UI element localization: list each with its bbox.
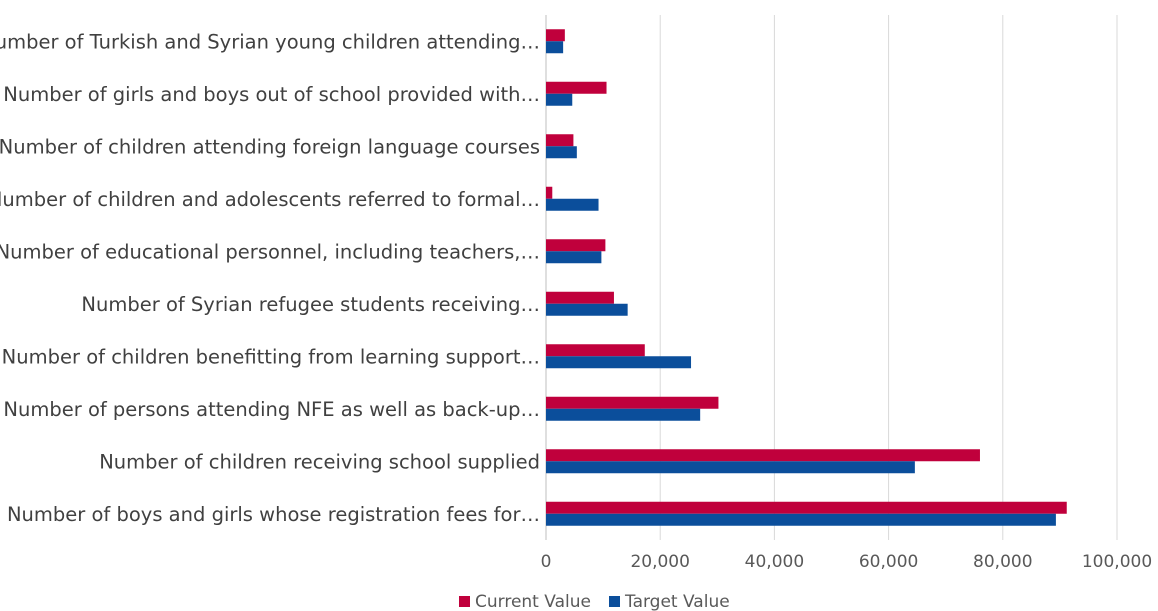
target-value-bar [546,356,691,368]
current-value-bar [546,502,1067,514]
category-label: Number of boys and girls whose registrat… [7,503,540,526]
category-label: Number of Syrian refugee students receiv… [81,293,540,316]
legend: Current Value Target Value [459,592,730,611]
current-value-bar [546,187,552,199]
category-label: Number of educational personnel, includi… [0,240,540,263]
category-label: Number of children receiving school supp… [99,450,540,473]
current-value-bar [546,292,614,304]
legend-swatch [459,596,470,607]
current-value-bar [546,29,565,41]
target-value-bar [546,514,1056,526]
x-tick-label: 60,000 [859,552,918,572]
current-value-bar [546,397,718,409]
current-value-bar [546,239,605,251]
current-value-bar [546,134,573,146]
legend-label: Current Value [475,592,591,611]
legend-label: Target Value [624,592,730,611]
current-value-bar [546,449,980,461]
x-tick-label: 80,000 [973,552,1032,572]
target-value-bar [546,409,700,421]
x-tick-label: 100,000 [1082,552,1152,572]
category-label: Number of children benefitting from lear… [2,345,540,368]
legend-swatch [609,596,620,607]
target-value-bar [546,94,572,106]
category-label: Number of girls and boys out of school p… [3,83,540,106]
target-value-bar [546,199,599,211]
x-tick-labels: 0 20,000 40,000 60,000 80,000 100,000 [541,552,1153,572]
target-value-bar [546,41,563,53]
bars [546,29,1067,526]
target-value-bar [546,251,601,263]
category-label: Number of Turkish and Syrian young child… [0,30,540,53]
category-labels: Number of Turkish and Syrian young child… [0,30,540,526]
x-tick-label: 20,000 [630,552,689,572]
target-value-bar [546,304,628,316]
current-value-bar [546,82,607,94]
category-label: Number of children attending foreign lan… [0,135,540,158]
category-label: Number of persons attending NFE as well … [3,398,540,421]
current-value-bar [546,344,645,356]
target-value-bar [546,461,915,473]
x-tick-label: 0 [541,552,552,572]
category-label: Number of children and adolescents refer… [0,188,540,211]
target-value-bar [546,146,577,158]
x-tick-label: 40,000 [745,552,804,572]
